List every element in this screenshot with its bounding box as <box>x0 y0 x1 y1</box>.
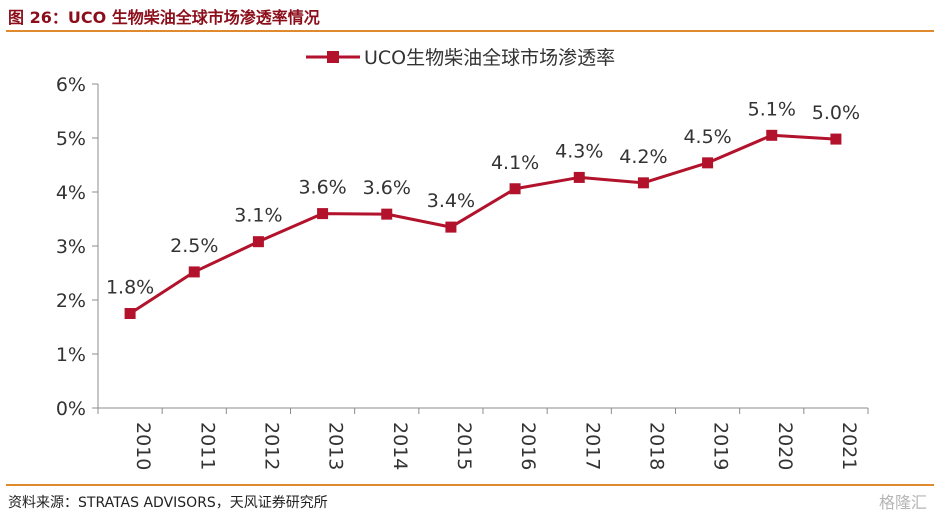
figure-title: 图 26：UCO 生物柴油全球市场渗透率情况 <box>8 8 320 27</box>
x-tick-label: 2012 <box>260 422 282 470</box>
plot-area: 1.8% 2.5% 3.1% 3.6% 3.6% 3.4% 4.1% 4.3% 4.2% 4.5%… <box>106 98 860 319</box>
x-tick-label: 2015 <box>453 422 475 470</box>
data-label: 4.1% <box>491 152 539 174</box>
y-tick-label: 1% <box>56 344 86 366</box>
data-point <box>188 266 200 278</box>
data-point <box>445 221 457 233</box>
y-tick-label: 3% <box>56 236 86 258</box>
x-tick-label: 2010 <box>132 422 154 470</box>
data-point <box>381 208 393 220</box>
y-tick-label: 6% <box>56 74 86 96</box>
x-tick-label: 2014 <box>389 422 411 470</box>
data-point <box>766 129 778 141</box>
data-label: 3.4% <box>427 190 475 212</box>
data-point <box>573 171 585 183</box>
bottom-rule <box>6 484 934 486</box>
data-point <box>317 208 329 220</box>
y-tick-label: 0% <box>56 398 86 420</box>
y-tick-label: 4% <box>56 182 86 204</box>
x-tick-label: 2016 <box>517 422 539 470</box>
data-label: 3.6% <box>298 177 346 199</box>
data-point <box>702 157 714 169</box>
data-label: 1.8% <box>106 277 154 299</box>
x-tick-label: 2011 <box>196 422 218 470</box>
x-tick-label: 2021 <box>838 422 860 470</box>
data-label: 4.5% <box>683 126 731 148</box>
data-label: 3.6% <box>363 177 411 199</box>
x-tick-label: 2013 <box>325 422 347 470</box>
data-point <box>637 177 649 189</box>
x-tick-label: 2017 <box>581 422 603 470</box>
source-note: 资料来源：STRATAS ADVISORS，天风证券研究所 <box>8 495 328 511</box>
data-point <box>830 133 842 145</box>
line-chart: UCO生物柴油全球市场渗透率 0% 1% 2% 3% 4% 5% 6% 2010 2011 201… <box>56 47 869 470</box>
axes: 0% 1% 2% 3% 4% 5% 6% 2010 2011 2012 2013 2014 2015 20… <box>56 74 869 470</box>
x-tick-label: 2019 <box>710 422 732 470</box>
data-point <box>509 183 521 195</box>
y-tick-label: 2% <box>56 290 86 312</box>
x-tick-label: 2020 <box>774 422 796 470</box>
data-point <box>252 236 264 248</box>
legend-marker <box>327 51 339 63</box>
watermark-logo: 格隆汇 <box>878 493 927 512</box>
x-tick-label: 2018 <box>645 422 667 470</box>
data-label: 5.1% <box>748 98 796 120</box>
data-label: 4.3% <box>555 140 603 162</box>
data-label: 4.2% <box>619 146 667 168</box>
y-tick-label: 5% <box>56 128 86 150</box>
series-line <box>129 133 837 315</box>
top-rule <box>6 30 934 32</box>
data-label: 3.1% <box>234 205 282 227</box>
legend-label: UCO生物柴油全球市场渗透率 <box>364 47 615 69</box>
data-label: 5.0% <box>812 102 860 124</box>
data-point <box>124 308 136 319</box>
data-label: 2.5% <box>170 235 218 257</box>
legend: UCO生物柴油全球市场渗透率 <box>306 47 615 69</box>
